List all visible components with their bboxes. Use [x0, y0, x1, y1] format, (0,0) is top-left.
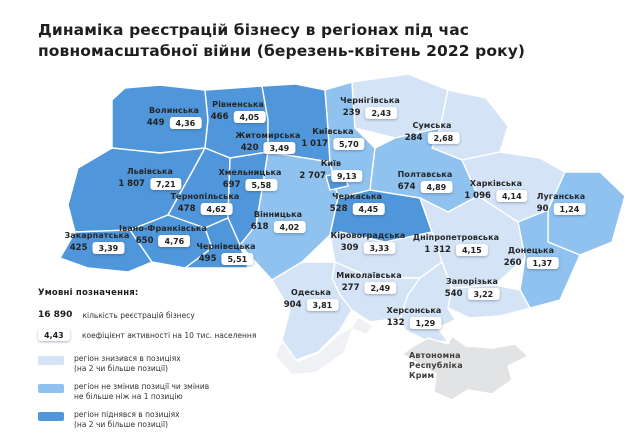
legend-level-label: регіон піднявся в позиціях (на 2 чи більш… — [74, 410, 180, 429]
region-shape-luhansk — [547, 171, 626, 256]
legend-heading: Умовні позначення: — [38, 288, 139, 298]
legend-total-count: 16 890 — [38, 310, 73, 320]
legend-coef-label: коефіцієнт активності на 10 тис. населен… — [82, 330, 257, 340]
region-shape-chernihiv — [351, 73, 449, 139]
region-shape-volyn — [111, 84, 209, 154]
legend-level-label: регіон не змінив позиції чи змінив не біл… — [74, 382, 210, 401]
legend-level-item: регіон не змінив позиції чи змінив не біл… — [38, 382, 268, 401]
legend-color-swatch — [38, 356, 64, 365]
region-shape-crimea — [401, 335, 529, 401]
legend: Умовні позначення: 16 890 кількість реєс… — [38, 288, 268, 438]
page-title: Динаміка реєстрацій бізнесу в регіонах п… — [38, 20, 598, 62]
legend-color-swatch — [38, 412, 64, 421]
region-shape-zaporizhzhia — [447, 284, 531, 319]
legend-count-row: 16 890 кількість реєстрацій бізнесу — [38, 310, 268, 320]
legend-levels: регіон знизився в позиціях (на 2 чи більш… — [38, 354, 268, 429]
region-shape-rivne — [204, 85, 269, 159]
legend-coef-value: 4,43 — [38, 329, 70, 341]
legend-color-swatch — [38, 384, 64, 393]
crimea-label: Автономна Республіка Крим — [409, 351, 463, 380]
page-title-line2: повномасштабної війни (березень-квітень … — [38, 42, 526, 60]
legend-level-label: регіон знизився в позиціях (на 2 чи більш… — [74, 354, 181, 373]
sea-shading — [352, 318, 372, 334]
legend-count-label: кількість реєстрацій бізнесу — [82, 310, 195, 320]
legend-level-item: регіон знизився в позиціях (на 2 чи більш… — [38, 354, 268, 373]
legend-level-item: регіон піднявся в позиціях (на 2 чи більш… — [38, 410, 268, 429]
page-title-line1: Динаміка реєстрацій бізнесу в регіонах п… — [38, 21, 470, 39]
legend-coef-row: 4,43 коефіцієнт активності на 10 тис. на… — [38, 329, 268, 341]
region-shape-kyiv-city — [325, 171, 349, 191]
region-shape-odesa — [271, 261, 353, 361]
sea-shading — [276, 328, 352, 374]
